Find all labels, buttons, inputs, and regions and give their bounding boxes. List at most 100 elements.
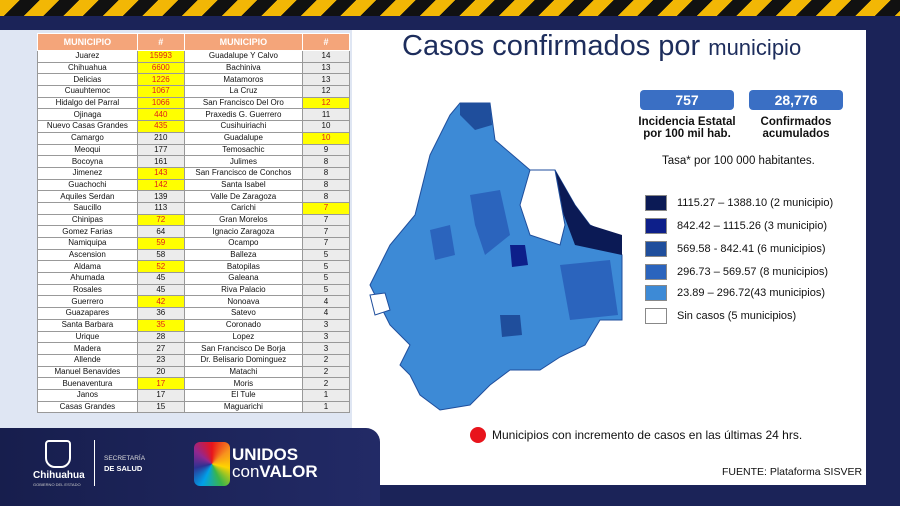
municipio-right: Galeana	[183, 272, 304, 285]
legend-item: 23.89 – 296.72(43 municipios)	[645, 285, 825, 301]
municipio-right: La Cruz	[183, 85, 304, 98]
count-right: 12	[302, 85, 350, 98]
count-left: 1066	[136, 96, 185, 110]
table-row: Janos 17 El Tule 1	[37, 388, 350, 402]
municipio-left: Aquiles Serdan	[37, 190, 138, 203]
municipio-left: Hidalgo del Parral	[37, 96, 138, 110]
municipio-left: Namiquipa	[37, 237, 138, 250]
incidence-badge: 757	[640, 90, 734, 110]
count-left: 45	[136, 283, 185, 297]
table-row: Saucillo 113 Carichi 7	[37, 201, 350, 215]
count-left: 440	[136, 108, 185, 122]
municipio-right: Praxedis G. Guerrero	[183, 108, 304, 122]
confirmed-label: Confirmados acumulados	[760, 116, 832, 140]
count-right: 2	[302, 377, 350, 390]
municipio-left: Aldama	[37, 260, 138, 274]
table-row: Buenaventura 17 Moris 2	[37, 377, 350, 390]
count-left: 1067	[136, 85, 185, 98]
table-row: Guazapares 36 Satevo 4	[37, 307, 350, 320]
count-right: 7	[302, 201, 350, 215]
cases-table: MUNICIPIO # MUNICIPIO # Juarez 15993 Guada…	[37, 33, 350, 414]
table-row: Manuel Benavides 20 Matachi 2	[37, 365, 350, 379]
municipio-left: Nuevo Casas Grandes	[37, 120, 138, 133]
legend-swatch	[645, 264, 667, 280]
municipio-right: Ignacio Zaragoza	[183, 225, 304, 238]
count-right: 2	[302, 365, 350, 379]
municipio-left: Ojinaga	[37, 108, 138, 122]
municipio-left: Chinipas	[37, 213, 138, 227]
municipio-left: Madera	[37, 342, 138, 355]
municipio-right: Lopez	[183, 330, 304, 344]
red-dot-icon	[470, 427, 486, 443]
brand-line2: conVALOR	[232, 462, 318, 481]
municipio-left: Meoqui	[37, 143, 138, 157]
count-right: 8	[302, 190, 350, 203]
confirmed-badge: 28,776	[749, 90, 843, 110]
table-row: Guerrero 42 Nonoava 4	[37, 295, 350, 309]
chihuahua-map	[369, 102, 623, 411]
municipio-left: Delicias	[37, 73, 138, 87]
legend-swatch	[645, 241, 667, 257]
municipio-left: Camargo	[37, 131, 138, 145]
rate-note: Tasa* por 100 000 habitantes.	[662, 155, 815, 167]
count-right: 3	[302, 330, 350, 344]
municipio-left: Casas Grandes	[37, 400, 138, 414]
municipio-left: Chihuahua	[37, 61, 138, 75]
hazard-stripe	[0, 0, 900, 30]
municipio-left: Cuauhtemoc	[37, 85, 138, 98]
count-right: 9	[302, 143, 350, 157]
municipio-right: Balleza	[183, 248, 304, 262]
table-row: Chihuahua 6600 Bachiniva 13	[37, 61, 350, 75]
count-left: 15	[136, 400, 185, 414]
municipio-right: Bachiniva	[183, 61, 304, 75]
table-row: Jimenez 143 San Francisco de Conchos 8	[37, 166, 350, 180]
municipio-right: Matamoros	[183, 73, 304, 87]
municipio-left: Rosales	[37, 283, 138, 297]
count-left: 113	[136, 201, 185, 215]
municipio-right: Riva Palacio	[183, 283, 304, 297]
count-left: 139	[136, 190, 185, 203]
map-region-jimenez	[560, 260, 618, 320]
count-right: 1	[302, 388, 350, 402]
count-left: 45	[136, 272, 185, 285]
count-right: 12	[302, 96, 350, 110]
table-row: Santa Barbara 35 Coronado 3	[37, 318, 350, 332]
table-row: Namiquipa 59 Ocampo 7	[37, 237, 350, 250]
count-right: 7	[302, 213, 350, 227]
map-region-delicias	[510, 245, 528, 267]
source-note: FUENTE: Plataforma SISVER	[722, 466, 863, 478]
municipio-left: Ahumada	[37, 272, 138, 285]
count-left: 23	[136, 353, 185, 367]
municipio-right: Guadalupe Y Calvo	[183, 50, 304, 63]
count-right: 8	[302, 155, 350, 168]
legend-item: 842.42 – 1115.26 (3 municipio)	[645, 218, 827, 234]
municipio-left: Urique	[37, 330, 138, 344]
count-left: 177	[136, 143, 185, 157]
table-row: Rosales 45 Riva Palacio 5	[37, 283, 350, 297]
count-right: 14	[302, 50, 350, 63]
legend-label: 23.89 – 296.72(43 municipios)	[677, 287, 825, 299]
municipio-left: Ascension	[37, 248, 138, 262]
municipio-left: Juarez	[37, 50, 138, 63]
municipio-right: Carichi	[183, 201, 304, 215]
municipio-right: Valle De Zaragoza	[183, 190, 304, 203]
municipio-left: Buenaventura	[37, 377, 138, 390]
count-left: 435	[136, 120, 185, 133]
legend-swatch	[645, 308, 667, 324]
legend-label: Sin casos (5 municipios)	[677, 310, 797, 322]
count-right: 10	[302, 131, 350, 145]
dept-line2: DE SALUD	[104, 464, 143, 473]
count-left: 58	[136, 248, 185, 262]
municipio-right: Cusihuiriachi	[183, 120, 304, 133]
count-right: 7	[302, 225, 350, 238]
table-row: Aldama 52 Batopilas 5	[37, 260, 350, 274]
table-row: Casas Grandes 15 Maguarichi 1	[37, 400, 350, 414]
count-right: 1	[302, 400, 350, 414]
municipio-right: Gran Morelos	[183, 213, 304, 227]
municipio-right: Julimes	[183, 155, 304, 168]
count-right: 2	[302, 353, 350, 367]
state-shield-icon	[45, 440, 71, 468]
count-left: 17	[136, 388, 185, 402]
count-left: 20	[136, 365, 185, 379]
dept-line1: SECRETARÍA	[104, 455, 146, 462]
